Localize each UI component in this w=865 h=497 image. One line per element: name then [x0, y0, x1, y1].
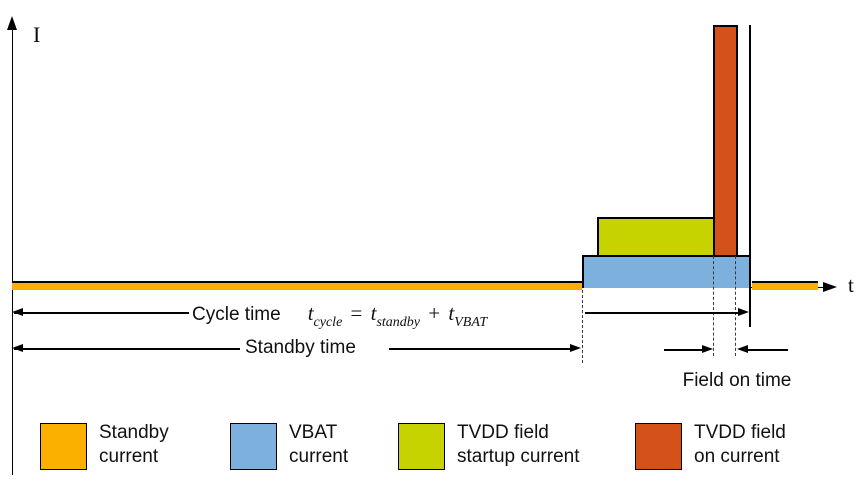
dashed-line-field-on-start — [713, 256, 714, 356]
tvdd-startup-current-region — [596, 216, 715, 255]
legend-label: TVDD field startup current — [457, 422, 580, 467]
field-on-time-line-right — [747, 349, 788, 351]
x-axis-label: t — [848, 273, 854, 297]
legend-item-standby-current: Standby current — [40, 422, 169, 471]
legend-label: TVDD field on current — [694, 422, 786, 467]
vbat-current-swatch — [230, 423, 277, 470]
tvdd-startup-current-swatch — [398, 423, 445, 470]
cycle-time-label: Cycle time — [192, 304, 281, 325]
standby-time-label: Standby time — [245, 337, 356, 358]
legend-item-vbat-current: VBAT current — [230, 422, 349, 471]
standby-time-arrowhead-right-icon — [570, 344, 581, 353]
legend-item-tvdd-on-current: TVDD field on current — [635, 422, 786, 471]
legend-item-tvdd-startup-current: TVDD field startup current — [398, 422, 580, 471]
field-on-time-arrowhead-left-icon — [702, 345, 713, 354]
cycle-time-line-left — [14, 312, 189, 314]
field-on-time-arrowhead-right-icon — [736, 345, 748, 354]
cycle-time-formula: tcycle = tstandby + tVBAT — [307, 301, 488, 331]
standby-time-line-left — [14, 348, 240, 350]
tvdd-on-current-swatch — [635, 423, 682, 470]
legend-label: Standby current — [99, 422, 169, 467]
y-axis-arrowhead-icon — [6, 16, 17, 30]
cycle-time-annotation: Cycle time tcycle = tstandby + tVBAT — [192, 301, 487, 330]
cycle-end-line — [749, 25, 751, 327]
y-axis-line — [11, 26, 14, 475]
standby-current-strip-left — [12, 281, 582, 290]
field-on-time-line-left — [664, 349, 703, 351]
y-axis-label: I — [33, 22, 41, 47]
x-axis-arrowhead-icon — [823, 282, 837, 293]
standby-current-swatch — [40, 423, 87, 470]
tvdd-on-current-region — [712, 24, 738, 255]
cycle-time-arrowhead-right-icon — [737, 308, 749, 317]
standby-time-line-right — [389, 348, 571, 350]
field-on-time-label: Field on time — [682, 370, 792, 391]
cycle-time-line-right — [585, 312, 738, 314]
dashed-line-standby-end — [581, 290, 583, 363]
legend-label: VBAT current — [289, 422, 349, 467]
dashed-line-field-on-end — [735, 256, 736, 356]
standby-current-strip-right — [752, 281, 818, 290]
vbat-current-region — [581, 254, 751, 288]
